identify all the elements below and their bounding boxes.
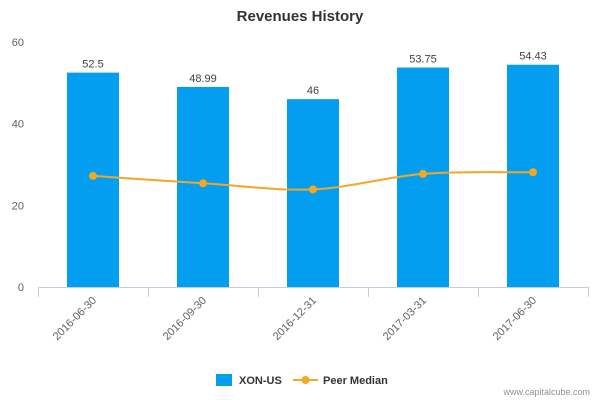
x-tick-label: 2016-09-30 [161, 295, 209, 343]
bar-data-labels: 52.5 48.99 46 53.75 54.43 [82, 51, 546, 97]
peer-median-point[interactable] [89, 171, 97, 180]
x-tick-label: 2016-06-30 [51, 295, 99, 343]
legend-label-xon-us: XON-US [239, 375, 282, 387]
legend-item-peer-median[interactable]: Peer Median [293, 375, 388, 387]
peer-median-point[interactable] [529, 168, 537, 177]
x-tick-label: 2016-12-31 [271, 295, 319, 343]
x-tick-label: 2017-03-31 [381, 295, 429, 343]
y-tick-label: 40 [12, 119, 24, 131]
y-tick-label: 20 [12, 200, 24, 212]
legend-item-xon-us[interactable]: XON-US [216, 374, 282, 387]
bar-data-label: 46 [307, 85, 319, 97]
bar-data-label: 52.5 [82, 59, 103, 71]
legend[interactable]: XON-US Peer Median [216, 374, 388, 387]
bar-data-label: 48.99 [189, 73, 217, 85]
y-axis: 0 20 40 60 [12, 37, 24, 294]
peer-median-point[interactable] [309, 185, 317, 194]
x-axis: 2016-06-30 2016-09-30 2016-12-31 2017-03-31… [38, 287, 589, 343]
legend-label-peer-median: Peer Median [323, 375, 388, 387]
legend-marker-peer-median [301, 376, 310, 384]
y-tick-label: 0 [18, 282, 24, 294]
bar-series-xon-us [67, 64, 559, 288]
y-tick-label: 60 [12, 37, 24, 49]
peer-median-point[interactable] [199, 179, 207, 188]
x-tick-label: 2017-06-30 [491, 295, 539, 343]
legend-swatch-xon-us [216, 374, 232, 386]
credit-text[interactable]: www.capitalcube.com [502, 387, 590, 397]
bar-data-label: 54.43 [519, 51, 547, 63]
peer-median-point[interactable] [419, 169, 427, 178]
bar-data-label: 53.75 [409, 54, 437, 66]
chart-title: Revenues History [237, 8, 364, 25]
line-series-peer-median [89, 168, 537, 194]
